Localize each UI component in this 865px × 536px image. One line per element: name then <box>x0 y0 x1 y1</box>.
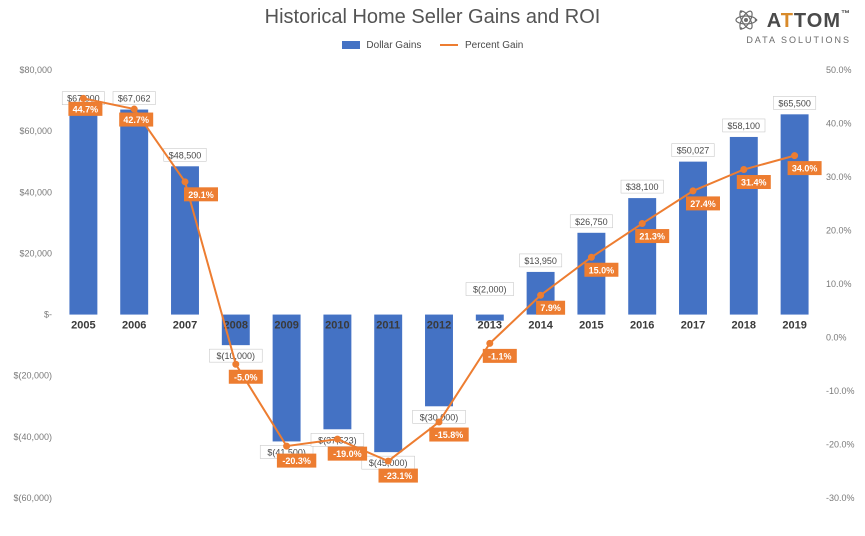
dollar-label: $(10,000) <box>217 351 256 361</box>
x-category-label: 2013 <box>478 320 502 332</box>
bar <box>374 315 402 453</box>
y-left-tick: $(20,000) <box>13 371 52 381</box>
y-right-tick: -10.0% <box>826 386 855 396</box>
dollar-label: $48,500 <box>169 150 202 160</box>
legend-bar-label: Dollar Gains <box>366 40 421 51</box>
x-category-label: 2005 <box>71 320 95 332</box>
legend: Dollar Gains Percent Gain <box>0 40 865 51</box>
x-category-label: 2014 <box>528 320 553 332</box>
x-category-label: 2010 <box>325 320 349 332</box>
percent-label: -1.1% <box>488 351 512 361</box>
percent-label: -15.8% <box>435 430 464 440</box>
y-right-tick: 0.0% <box>826 333 847 343</box>
y-left-tick: $(40,000) <box>13 432 52 442</box>
bar <box>628 198 656 314</box>
percent-label: 42.7% <box>123 115 149 125</box>
legend-line-label: Percent Gain <box>465 40 523 51</box>
atom-icon <box>734 8 758 37</box>
bar <box>69 110 97 315</box>
dollar-label: $13,950 <box>524 256 557 266</box>
percent-label: 21.3% <box>639 232 665 242</box>
x-category-label: 2017 <box>681 320 705 332</box>
percent-label: 7.9% <box>540 303 561 313</box>
percent-label: 15.0% <box>589 265 615 275</box>
dollar-label: $67,062 <box>118 94 151 104</box>
bar <box>781 114 809 314</box>
x-category-label: 2006 <box>122 320 146 332</box>
percent-label: 44.7% <box>73 104 99 114</box>
y-right-tick: -20.0% <box>826 440 855 450</box>
bar <box>323 315 351 430</box>
chart-area: $80,000 $60,000 $40,000 $20,000 $- $(20,000) $… <box>0 58 865 528</box>
legend-bar-swatch <box>342 41 360 49</box>
dollar-label: $50,027 <box>677 146 710 156</box>
y-right-tick: 10.0% <box>826 279 852 289</box>
percent-label: -19.0% <box>333 449 362 459</box>
percent-label: 31.4% <box>741 178 767 188</box>
y-left-tick: $60,000 <box>19 126 52 136</box>
dollar-label: $38,100 <box>626 182 659 192</box>
percent-label: -23.1% <box>384 471 413 481</box>
bar <box>273 315 301 442</box>
line-marker <box>80 95 86 101</box>
line-marker <box>385 458 391 464</box>
y-right-tick: -30.0% <box>826 493 855 503</box>
bar <box>730 137 758 315</box>
x-category-label: 2015 <box>579 320 603 332</box>
percent-label: 27.4% <box>690 199 716 209</box>
percent-label: 34.0% <box>792 164 818 174</box>
line-marker <box>690 188 696 194</box>
line-marker <box>588 254 594 260</box>
line-marker <box>639 221 645 227</box>
bar <box>679 162 707 315</box>
line-marker <box>284 443 290 449</box>
logo-text: ATTOM™ <box>767 10 851 32</box>
y-right-tick: 20.0% <box>826 226 852 236</box>
y-left-tick: $- <box>44 310 52 320</box>
dollar-label: $58,100 <box>728 121 761 131</box>
x-category-label: 2007 <box>173 320 197 332</box>
x-category-label: 2011 <box>376 320 400 332</box>
y-right-tick: 30.0% <box>826 172 852 182</box>
x-category-label: 2016 <box>630 320 654 332</box>
x-category-label: 2019 <box>782 320 806 332</box>
x-category-label: 2012 <box>427 320 451 332</box>
y-right-tick: 50.0% <box>826 65 852 75</box>
y-left-tick: $80,000 <box>19 65 52 75</box>
bar <box>120 110 148 315</box>
line-marker <box>792 153 798 159</box>
percent-label: 29.1% <box>188 190 214 200</box>
x-category-label: 2009 <box>274 320 298 332</box>
dollar-label: $(2,000) <box>473 285 507 295</box>
line-marker <box>334 436 340 442</box>
percent-label: -20.3% <box>282 456 311 466</box>
y-left-tick: $40,000 <box>19 187 52 197</box>
dollar-label: $26,750 <box>575 217 608 227</box>
y-left-tick: $(60,000) <box>13 493 52 503</box>
line-marker <box>487 340 493 346</box>
line-marker <box>233 361 239 367</box>
y-right-tick: 40.0% <box>826 119 852 129</box>
line-marker <box>131 106 137 112</box>
percent-label: -5.0% <box>234 372 258 382</box>
line-marker <box>538 292 544 298</box>
legend-line-swatch <box>440 44 458 46</box>
y-left-tick: $20,000 <box>19 248 52 258</box>
dollar-label: $65,500 <box>778 98 811 108</box>
line-marker <box>182 179 188 185</box>
line-marker <box>741 167 747 173</box>
x-category-label: 2018 <box>732 320 756 332</box>
line-marker <box>436 419 442 425</box>
